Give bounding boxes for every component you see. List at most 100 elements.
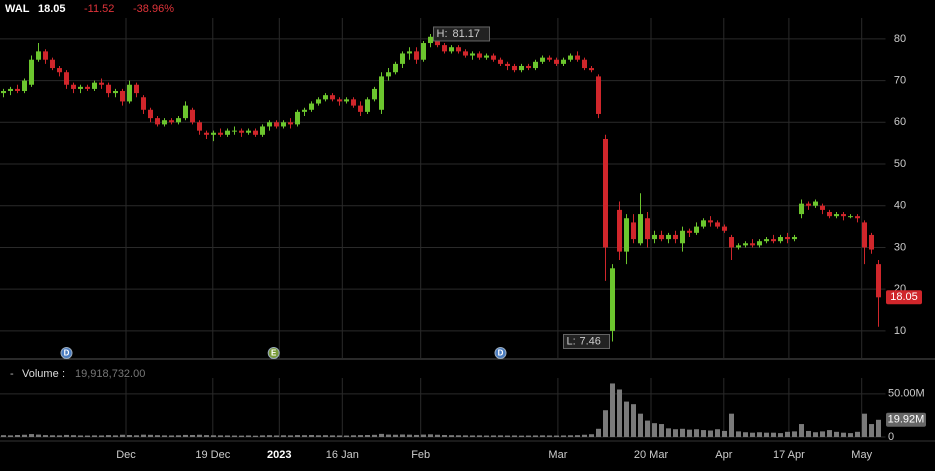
candle-body: [267, 122, 272, 127]
volume-bar: [344, 435, 349, 437]
volume-bar: [435, 434, 440, 437]
candle-body: [470, 53, 475, 56]
volume-bar: [547, 435, 552, 437]
volume-bar: [526, 435, 531, 437]
volume-bar: [645, 420, 650, 437]
x-tick-label: Dec: [116, 449, 136, 461]
candle-body: [78, 86, 83, 89]
x-tick-label: 20 Mar: [634, 449, 669, 461]
candle-body: [428, 36, 433, 44]
volume-bar: [603, 410, 608, 437]
volume-bar: [750, 432, 755, 437]
candle-body: [589, 68, 594, 71]
candle-body: [617, 209, 622, 252]
candle-body: [694, 226, 699, 233]
volume-bar: [372, 434, 377, 437]
candle-body: [575, 55, 580, 60]
change-pct: -38.96%: [133, 3, 174, 15]
volume-bar: [386, 434, 391, 437]
volume-bar: [680, 428, 685, 437]
volume-bar: [92, 435, 97, 437]
volume-bar: [281, 435, 286, 437]
volume-bar: [673, 429, 678, 437]
candle-body: [337, 99, 342, 102]
event-label: D: [498, 349, 504, 358]
candle-body: [323, 95, 328, 100]
volume-bar: [316, 435, 321, 437]
high-box: [433, 26, 490, 42]
volume-bar: [491, 435, 496, 437]
volume-bar: [260, 435, 265, 437]
candle-body: [379, 76, 384, 110]
volume-bar: [778, 433, 783, 437]
candle-body: [764, 239, 769, 242]
volume-bar: [267, 435, 272, 437]
event-marker: [60, 347, 73, 359]
volume-bar: [309, 435, 314, 437]
volume-bar: [204, 435, 209, 437]
volume-bar: [554, 435, 559, 437]
volume-bar: [505, 435, 510, 437]
volume-bar: [274, 435, 279, 437]
volume-bar: [106, 435, 111, 437]
volume-bar: [120, 434, 125, 437]
volume-bar: [694, 429, 699, 437]
volume-bar: [428, 434, 433, 437]
y-tick-label: 30: [894, 241, 906, 253]
candle-body: [673, 234, 678, 240]
candle-body: [505, 63, 510, 66]
volume-bar: [85, 435, 90, 437]
volume-bar: [295, 435, 300, 437]
candle-body: [169, 120, 174, 123]
candle-body: [834, 214, 839, 217]
volume-bar: [148, 434, 153, 437]
candle-body: [365, 99, 370, 112]
volume-bar: [687, 429, 692, 437]
candle-body: [799, 203, 804, 215]
volume-bar: [820, 431, 825, 437]
volume-legend: Volume: [22, 368, 59, 380]
volume-bar: [330, 435, 335, 437]
candle-body: [820, 205, 825, 210]
event-marker: [267, 347, 280, 359]
volume-bar: [442, 435, 447, 437]
candle-body: [708, 220, 713, 223]
candle-body: [99, 82, 104, 85]
candle-body: [183, 105, 188, 119]
candle-body: [680, 230, 685, 244]
volume-bar: [708, 430, 713, 437]
price-badge-label: 18.05: [890, 291, 918, 303]
candle-body: [211, 132, 216, 135]
candle-body: [71, 84, 76, 89]
collapse-icon[interactable]: -: [10, 368, 14, 380]
candle-body: [757, 241, 762, 246]
candle-body: [512, 65, 517, 71]
candle-body: [358, 105, 363, 112]
candle-body: [22, 80, 27, 92]
candle-body: [568, 55, 573, 60]
candle-body: [449, 47, 454, 52]
candle-body: [134, 84, 139, 94]
candle-body: [218, 132, 223, 135]
volume-bar: [869, 424, 874, 437]
candle-body: [792, 237, 797, 240]
candle-body: [456, 47, 461, 52]
volume-bar: [596, 428, 601, 437]
high-prefix: H:: [437, 28, 448, 40]
y-tick-label: 50.00M: [888, 388, 925, 400]
candle-body: [743, 243, 748, 246]
candle-body: [841, 214, 846, 217]
volume-bar: [498, 435, 503, 437]
volume-bar: [0, 435, 6, 437]
low-prefix: L:: [567, 335, 576, 347]
candle-body: [771, 239, 776, 242]
volume-bar: [477, 435, 482, 437]
x-tick-label: Mar: [548, 449, 567, 461]
volume-bar: [624, 401, 629, 437]
volume-bar: [155, 435, 160, 437]
candle-body: [400, 53, 405, 64]
candle-body: [526, 65, 531, 69]
candle-body: [533, 61, 538, 69]
candle-body: [442, 45, 447, 52]
